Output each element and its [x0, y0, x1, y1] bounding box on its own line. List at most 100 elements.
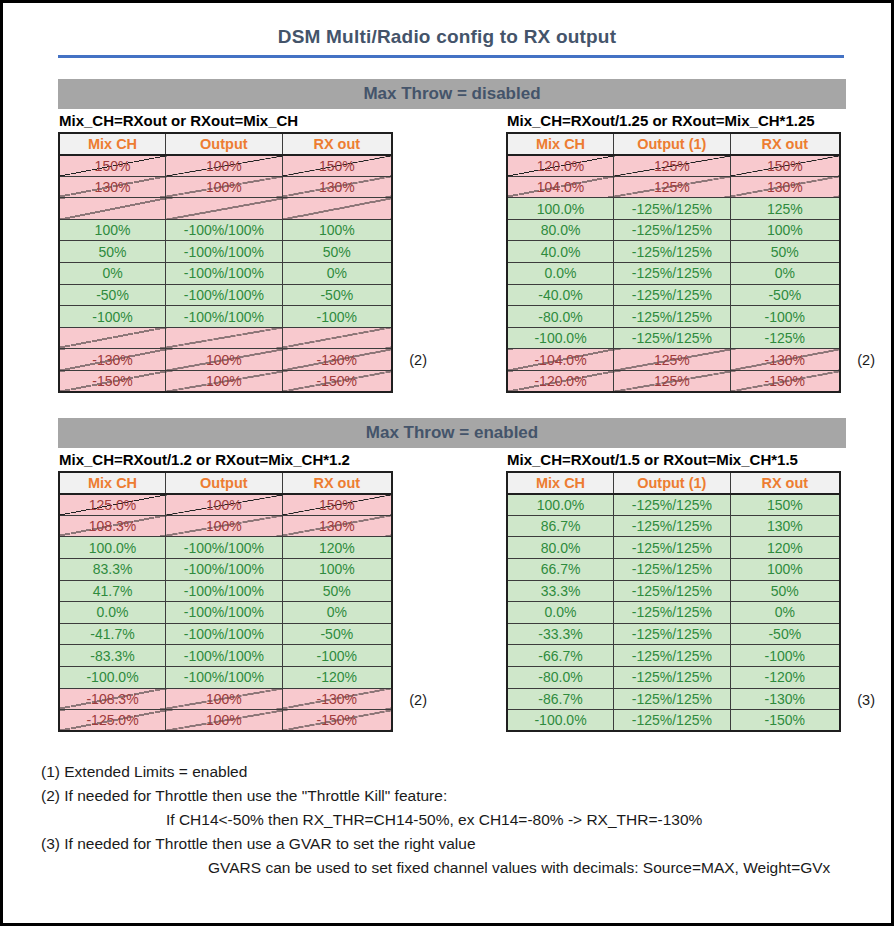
- table-row: -40.0%-125%/125%-50%: [507, 284, 840, 306]
- section-header-bar: Max Throw = enabled: [58, 418, 846, 448]
- table-wrap: Mix CHOutput (1)RX out100.0%-125%/125%15…: [506, 471, 841, 732]
- config-table: Mix CHOutputRX out125.0%100%150%108.3%10…: [58, 471, 393, 732]
- table-row: -100%-100%/100%-100%: [59, 306, 392, 328]
- footnote-ref: (2): [409, 692, 427, 708]
- cell: -100.0%: [59, 666, 166, 688]
- cell: 100%: [166, 688, 283, 710]
- cell: 125%: [614, 155, 731, 177]
- column-header: Mix CH: [507, 133, 614, 155]
- header-row: Mix CHOutputRX out: [59, 133, 392, 155]
- table-row: 120.0%125%150%: [507, 155, 840, 177]
- cell: -120%: [282, 666, 392, 688]
- table-wrap: Mix CHOutputRX out125.0%100%150%108.3%10…: [58, 471, 393, 732]
- cell: -100%/100%: [166, 580, 283, 602]
- table-row: 130%100%130%: [59, 176, 392, 198]
- cell: 0.0%: [59, 602, 166, 624]
- cell: -125%/125%: [614, 284, 731, 306]
- cell: 125%: [614, 349, 731, 371]
- cell: 41.7%: [59, 580, 166, 602]
- table-caption: Mix_CH=RXout/1.25 or RXout=Mix_CH*1.25: [506, 109, 841, 132]
- table-row: 33.3%-125%/125%50%: [507, 580, 840, 602]
- config-table: Mix CHOutput (1)RX out120.0%125%150%104.…: [506, 132, 841, 393]
- cell: [166, 198, 283, 220]
- cell: 120%: [730, 537, 840, 559]
- cell: -100%: [730, 645, 840, 667]
- section-max-throw-disabled: Max Throw = disabled Mix_CH=RXout or RXo…: [3, 79, 891, 393]
- cell: 104.0%: [507, 176, 614, 198]
- cell: 50%: [282, 580, 392, 602]
- cell: 100%: [730, 559, 840, 581]
- footnote-line: (3) If needed for Throttle then use a GV…: [41, 832, 891, 856]
- cell: -100%/100%: [166, 241, 283, 263]
- cell: -125%/125%: [614, 327, 731, 349]
- table-row: 125.0%100%150%: [59, 494, 392, 516]
- table-row: -66.7%-125%/125%-100%: [507, 645, 840, 667]
- header-row: Mix CHOutputRX out: [59, 472, 392, 494]
- cell: -120%: [730, 666, 840, 688]
- table-row: [59, 327, 392, 349]
- cell: 86.7%: [507, 515, 614, 537]
- cell: 150%: [730, 494, 840, 516]
- table-row: -33.3%-125%/125%-50%: [507, 623, 840, 645]
- footnote-ref: (2): [857, 352, 875, 368]
- cell: -100.0%: [507, 710, 614, 732]
- cell: -125%/125%: [614, 219, 731, 241]
- cell: -125%/125%: [614, 306, 731, 328]
- cell: 40.0%: [507, 241, 614, 263]
- cell: -125%: [730, 327, 840, 349]
- table-row: 100.0%-125%/125%150%: [507, 494, 840, 516]
- table-row: 0%-100%/100%0%: [59, 263, 392, 285]
- table-row: -100.0%-125%/125%-150%: [507, 710, 840, 732]
- cell: 125.0%: [59, 494, 166, 516]
- cell: 100%: [166, 349, 283, 371]
- column-header: RX out: [730, 133, 840, 155]
- cell: -130%: [282, 688, 392, 710]
- cell: 150%: [730, 155, 840, 177]
- header-row: Mix CHOutput (1)RX out: [507, 472, 840, 494]
- cell: 150%: [282, 494, 392, 516]
- footnote-ref: (2): [409, 352, 427, 368]
- cell: 130%: [282, 176, 392, 198]
- footnote-line: (1) Extended Limits = enabled: [41, 760, 891, 784]
- cell: 33.3%: [507, 580, 614, 602]
- cell: -150%: [282, 371, 392, 393]
- section-header-bar: Max Throw = disabled: [58, 79, 846, 109]
- page-frame: DSM Multi/Radio config to RX output Max …: [0, 0, 894, 926]
- cell: -125%/125%: [614, 515, 731, 537]
- cell: 100.0%: [59, 537, 166, 559]
- cell: -125%/125%: [614, 559, 731, 581]
- cell: 100%: [166, 494, 283, 516]
- cell: -100%: [59, 306, 166, 328]
- cell: -100%/100%: [166, 645, 283, 667]
- table-row: -104.0%125%-130%: [507, 349, 840, 371]
- page-title: DSM Multi/Radio config to RX output: [3, 26, 891, 48]
- table-caption: Mix_CH=RXout or RXout=Mix_CH: [58, 109, 393, 132]
- cell: 0.0%: [507, 263, 614, 285]
- table-caption: Mix_CH=RXout/1.5 or RXout=Mix_CH*1.5: [506, 448, 841, 471]
- table-block-enabled-left: Mix_CH=RXout/1.2 or RXout=Mix_CH*1.2 Mix…: [58, 448, 393, 732]
- table-row: [59, 198, 392, 220]
- cell: -125%/125%: [614, 580, 731, 602]
- table-row: -130%100%-130%: [59, 349, 392, 371]
- cell: 50%: [730, 580, 840, 602]
- cell: -100%/100%: [166, 623, 283, 645]
- table-row: -150%100%-150%: [59, 371, 392, 393]
- table-row: 100.0%-125%/125%125%: [507, 198, 840, 220]
- cell: -80.0%: [507, 306, 614, 328]
- column-header: Mix CH: [507, 472, 614, 494]
- table-row: 108.3%100%130%: [59, 515, 392, 537]
- cell: -108.3%: [59, 688, 166, 710]
- table-row: -100.0%-100%/100%-120%: [59, 666, 392, 688]
- cell: 130%: [59, 176, 166, 198]
- cell: 150%: [59, 155, 166, 177]
- cell: -50%: [730, 284, 840, 306]
- table-row: 80.0%-125%/125%120%: [507, 537, 840, 559]
- cell: 66.7%: [507, 559, 614, 581]
- cell: -120.0%: [507, 371, 614, 393]
- table-row: -100.0%-125%/125%-125%: [507, 327, 840, 349]
- cell: -100%/100%: [166, 219, 283, 241]
- cell: [59, 327, 166, 349]
- cell: 0%: [282, 602, 392, 624]
- cell: 100%: [166, 515, 283, 537]
- table-wrap: Mix CHOutputRX out150%100%150%130%100%13…: [58, 132, 393, 393]
